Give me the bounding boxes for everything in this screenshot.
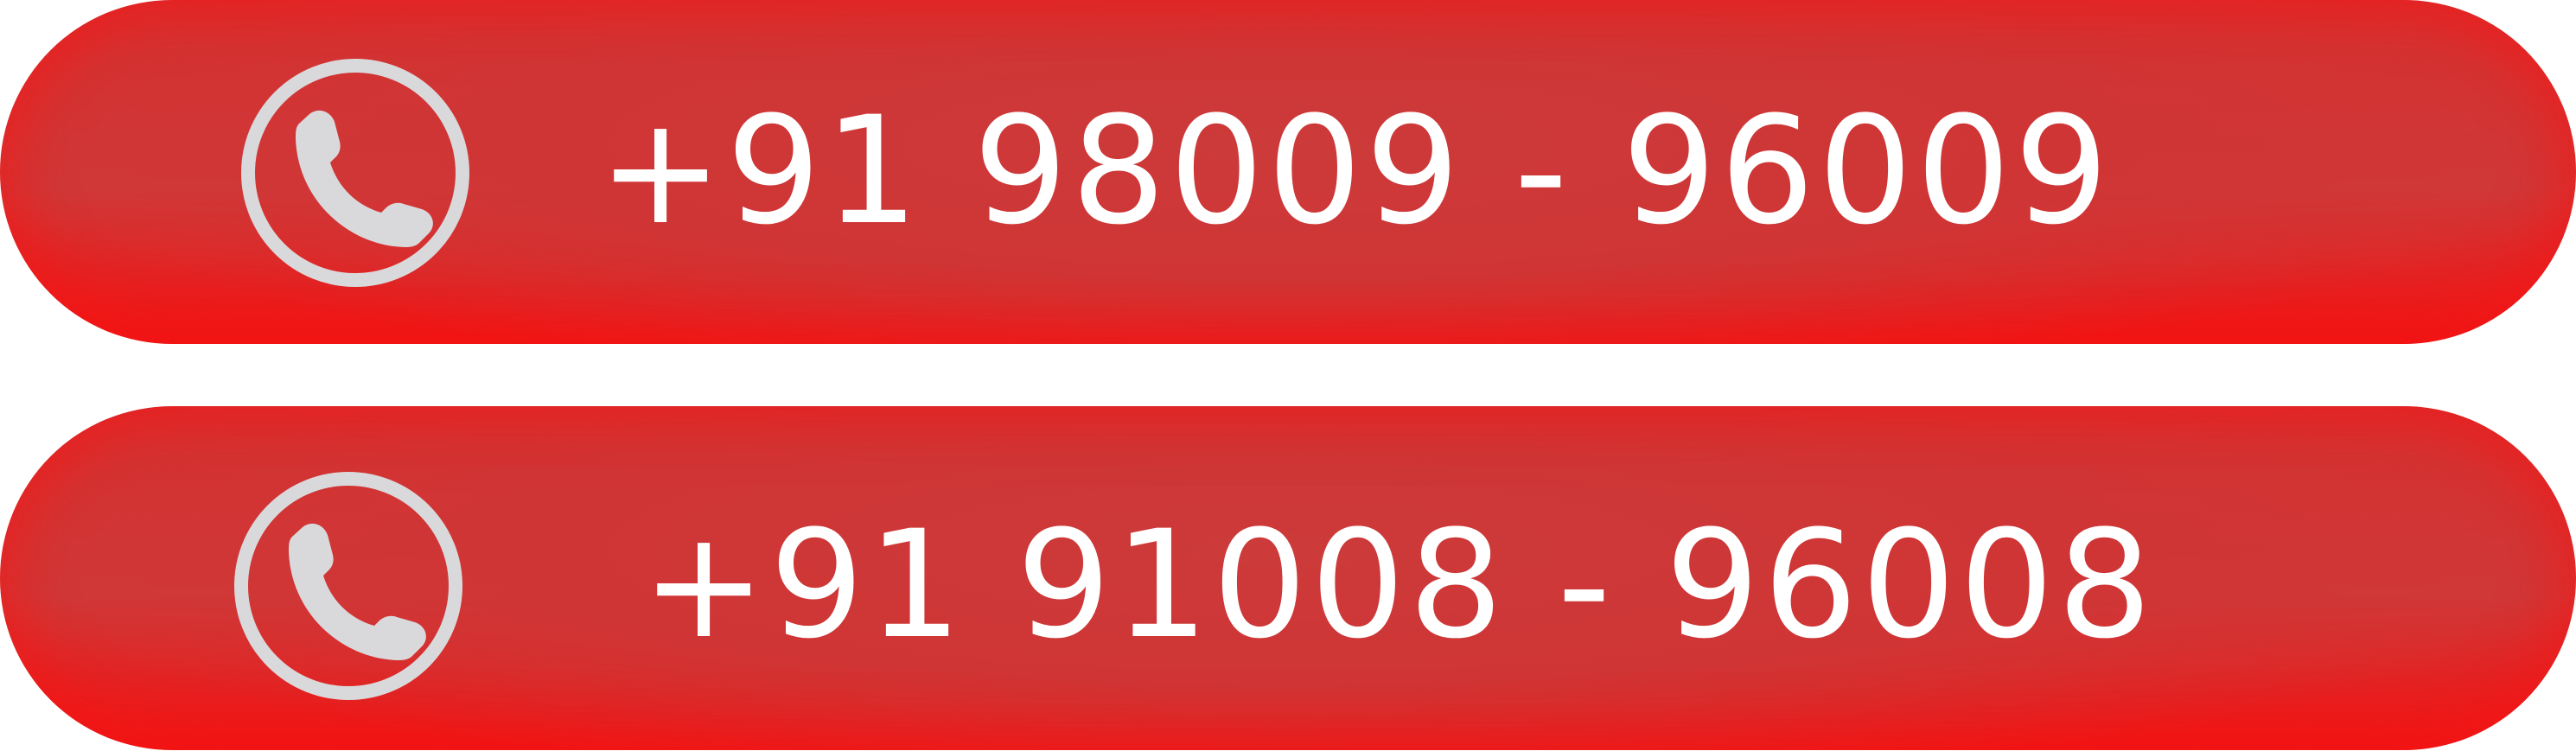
call-button-2[interactable]: +91 91008 - 96008: [0, 406, 2576, 750]
call-button-1[interactable]: +91 98009 - 96009: [0, 0, 2576, 344]
phone-number-1: +91 98009 - 96009: [598, 84, 2113, 258]
phone-icon: [232, 469, 465, 703]
phone-number-2: +91 91008 - 96008: [641, 498, 2156, 671]
phone-icon: [239, 56, 472, 290]
